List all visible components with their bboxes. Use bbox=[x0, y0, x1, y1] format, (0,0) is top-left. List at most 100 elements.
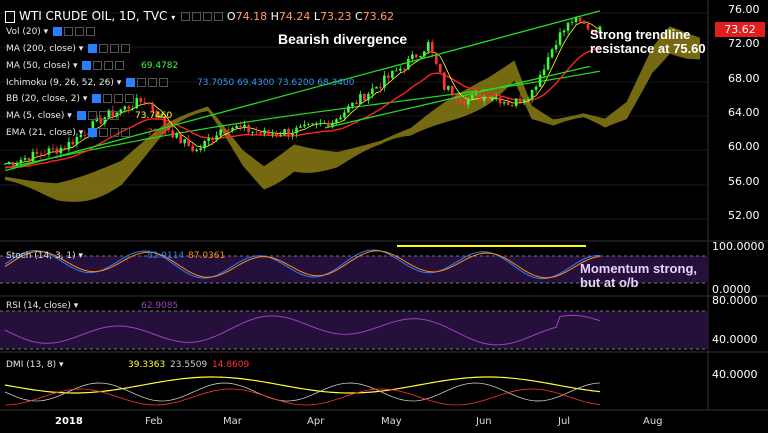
indicator-option-icon[interactable] bbox=[88, 128, 98, 137]
candle-body bbox=[550, 49, 554, 58]
ohlc-readout: O74.18 H74.24 L73.23 C73.62 bbox=[226, 10, 395, 23]
indicator-option-icon[interactable] bbox=[92, 94, 102, 103]
candle-body bbox=[39, 153, 43, 155]
time-tick-label: Mar bbox=[223, 416, 242, 427]
indicator-option-icon[interactable] bbox=[64, 27, 74, 36]
indicator-option-icon[interactable] bbox=[110, 128, 120, 137]
candle-body bbox=[303, 124, 306, 127]
indicator-option-icon[interactable] bbox=[98, 111, 108, 120]
candle-body bbox=[255, 131, 258, 133]
candle-body bbox=[171, 130, 175, 138]
candle-body bbox=[419, 56, 422, 58]
candle-body bbox=[343, 112, 346, 118]
indicator-option-icon[interactable] bbox=[109, 111, 119, 120]
indicator-6[interactable]: EMA (21, close) ▾ bbox=[6, 128, 131, 138]
indicator-option-icon[interactable] bbox=[148, 78, 158, 87]
stoch-k-line bbox=[4, 249, 601, 280]
indicator-option-icon[interactable] bbox=[104, 61, 114, 70]
stoch-band bbox=[0, 256, 708, 283]
indicator-0[interactable]: Vol (20) ▾ bbox=[6, 27, 96, 37]
candle-body bbox=[355, 102, 358, 105]
indicator-2[interactable]: MA (50, close) ▾ bbox=[6, 61, 125, 71]
candle-body bbox=[442, 72, 446, 90]
time-tick-label: May bbox=[381, 416, 402, 427]
indicator-option-icon[interactable] bbox=[121, 128, 131, 137]
candle-body bbox=[159, 116, 163, 118]
indicator-value-5: 73.7460 bbox=[135, 111, 173, 121]
candle-body bbox=[275, 133, 278, 135]
indicator-option-icon[interactable] bbox=[99, 44, 109, 53]
indicator-option-icon[interactable] bbox=[115, 61, 125, 70]
candle-body bbox=[411, 54, 414, 59]
candle-body bbox=[143, 101, 147, 103]
indicator-3[interactable]: Ichimoku (9, 26, 52, 26) ▾ bbox=[6, 78, 169, 88]
candle-body bbox=[247, 124, 250, 133]
dropdown-arrow-icon[interactable]: ▾ bbox=[171, 13, 176, 22]
candle-body bbox=[131, 108, 135, 109]
candle-body bbox=[391, 70, 394, 78]
indicator-5[interactable]: MA (5, close) ▾ bbox=[6, 111, 119, 121]
candle-body bbox=[47, 148, 51, 155]
adx-line bbox=[4, 376, 601, 394]
annotation-trendline-1: Strong trendline bbox=[590, 27, 691, 42]
candle-body bbox=[510, 105, 514, 107]
time-tick-label: Jul bbox=[558, 416, 571, 427]
dmi-adx-value: 39.3363 bbox=[128, 360, 166, 370]
candle-body bbox=[351, 102, 354, 107]
indicator-option-icon[interactable] bbox=[88, 44, 98, 53]
candle-body bbox=[490, 97, 494, 101]
candle-body bbox=[251, 131, 254, 133]
indicator-option-icon[interactable] bbox=[125, 94, 135, 103]
candle-body bbox=[295, 127, 298, 134]
candle-body bbox=[522, 99, 526, 103]
candle-body bbox=[594, 29, 598, 34]
candle-body bbox=[307, 123, 310, 125]
candle-body bbox=[231, 127, 234, 131]
candle-body bbox=[422, 51, 426, 57]
indicator-option-icon[interactable] bbox=[86, 27, 96, 36]
indicator-1[interactable]: MA (200, close) ▾ bbox=[6, 44, 131, 54]
candle-body bbox=[287, 129, 290, 136]
symbol-label[interactable]: WTI CRUDE OIL, 1D, TVC bbox=[19, 9, 168, 23]
candle-body bbox=[438, 63, 442, 73]
indicator-option-icon[interactable] bbox=[82, 61, 92, 70]
candle-body bbox=[534, 86, 538, 90]
indicator-option-icon[interactable] bbox=[114, 94, 124, 103]
candle-body bbox=[403, 68, 406, 70]
indicator-option-icon[interactable] bbox=[137, 78, 147, 87]
candle-body bbox=[514, 98, 518, 107]
indicator-option-icon[interactable] bbox=[53, 27, 63, 36]
candle-body bbox=[486, 96, 490, 101]
candle-body bbox=[175, 133, 179, 138]
dmi-mdi-value: 14.8609 bbox=[212, 360, 250, 370]
indicator-option-icon[interactable] bbox=[75, 27, 85, 36]
candle-body bbox=[267, 130, 270, 134]
indicator-option-icon[interactable] bbox=[87, 111, 97, 120]
mdi-line bbox=[4, 388, 601, 406]
candle-body bbox=[31, 151, 35, 162]
indicator-option-icon[interactable] bbox=[76, 111, 86, 120]
candle-body bbox=[434, 52, 438, 64]
candle-body bbox=[271, 133, 274, 135]
indicator-option-icon[interactable] bbox=[103, 94, 113, 103]
candle-body bbox=[582, 21, 586, 24]
indicator-option-icon[interactable] bbox=[93, 61, 103, 70]
indicator-4[interactable]: BB (20, close, 2) ▾ bbox=[6, 94, 135, 104]
indicator-option-icon[interactable] bbox=[110, 44, 120, 53]
price-tick-label: 52.00 bbox=[728, 209, 760, 222]
candle-body bbox=[163, 116, 167, 126]
annotation-trendline-2: resistance at 75.60 bbox=[590, 41, 706, 56]
candle-body bbox=[498, 97, 502, 104]
indicator-option-icon[interactable] bbox=[126, 78, 136, 87]
candle-body bbox=[223, 129, 226, 131]
candle-body bbox=[399, 68, 402, 71]
indicator-option-icon[interactable] bbox=[159, 78, 169, 87]
candle-body bbox=[95, 117, 99, 122]
candle-body bbox=[179, 133, 183, 144]
indicator-option-icon[interactable] bbox=[99, 128, 109, 137]
candle-body bbox=[7, 161, 11, 164]
candle-body bbox=[502, 102, 506, 104]
indicator-option-icon[interactable] bbox=[121, 44, 131, 53]
settings-icon-group[interactable] bbox=[179, 9, 224, 23]
